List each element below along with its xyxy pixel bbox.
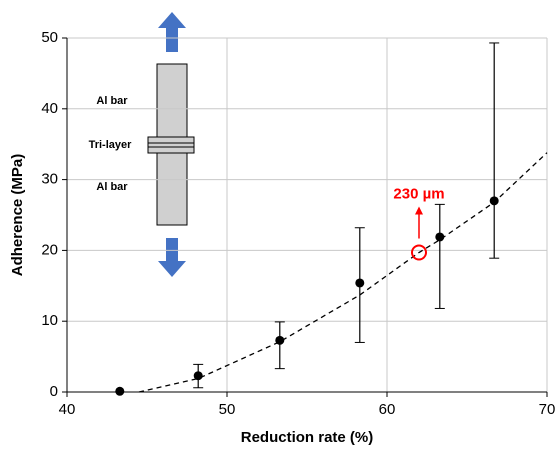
y-tick-label: 30: [41, 171, 58, 188]
y-tick-label: 20: [41, 241, 58, 258]
x-tick-label: 40: [59, 401, 76, 418]
point: [115, 386, 125, 396]
point: [355, 278, 365, 288]
fit-curve: [138, 152, 548, 393]
annotation-arrowhead: [415, 206, 423, 215]
annotation-circle: [411, 244, 427, 261]
inset-label: Tri-layer: [89, 139, 133, 151]
x-tick-label: 70: [539, 401, 556, 418]
inset-diagram: Al bar Tri-layer Al bar: [89, 12, 195, 277]
x-axis-label: Reduction rate (%): [241, 429, 374, 446]
inset-label: Al bar: [96, 95, 128, 107]
x-tick-label: 50: [219, 401, 236, 418]
y-tick-label: 10: [41, 312, 58, 329]
point: [275, 335, 285, 345]
arrow-down: [158, 238, 186, 277]
y-tick-label: 40: [41, 100, 58, 117]
y-tick-label: 50: [41, 29, 58, 46]
y-tick-label: 0: [50, 383, 58, 400]
point: [435, 232, 445, 242]
annotation-label: 230 µm: [393, 185, 444, 202]
inset-label: Al bar: [96, 181, 128, 193]
y-axis-label: Adherence (MPa): [9, 154, 26, 277]
x-tick-label: 60: [379, 401, 396, 418]
tri-layer: [147, 136, 195, 154]
arrow-up: [158, 12, 186, 52]
point: [489, 196, 499, 206]
point: [193, 371, 203, 381]
